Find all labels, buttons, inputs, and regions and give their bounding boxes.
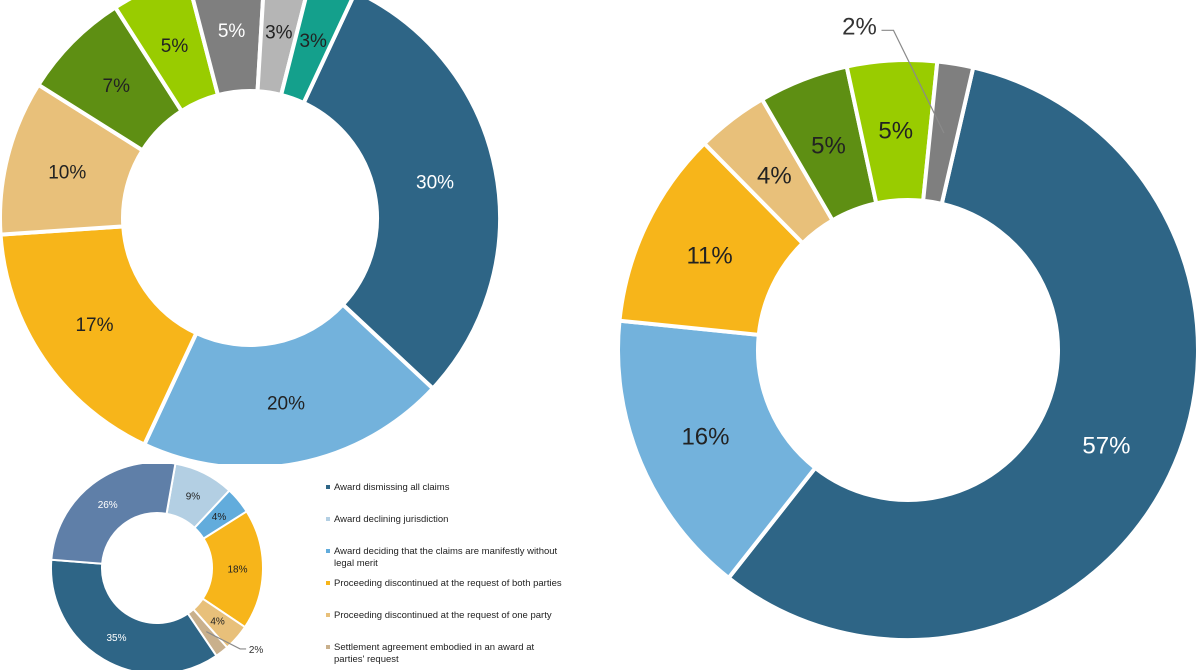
legend-marker [326, 549, 330, 553]
donut-slice [725, 65, 1200, 642]
slice-label: 18% [227, 565, 247, 576]
slice-label: 3% [265, 22, 293, 43]
legend-label: Proceeding discontinued at the request o… [334, 610, 552, 621]
legend-label: Proceeding discontinued at the request o… [334, 578, 562, 589]
donut-slice [0, 224, 199, 448]
slice-label: 16% [681, 423, 729, 450]
legend-label: Award deciding that the claims are manif… [334, 546, 558, 569]
legend-marker [326, 517, 330, 521]
legend-item: Settlement agreement embodied in an awar… [326, 642, 566, 665]
slice-label: 4% [212, 512, 227, 523]
slice-label: 2% [249, 645, 264, 656]
donut-slice [50, 558, 218, 670]
slice-label: 5% [161, 36, 189, 57]
slice-label: 3% [299, 31, 327, 52]
slice-label: 35% [106, 633, 126, 644]
slice-label: 4% [757, 163, 792, 190]
legend-item: Award dismissing all claims [326, 482, 449, 494]
donut-slice [301, 0, 502, 392]
slice-label: 17% [75, 315, 113, 336]
slice-label: 5% [218, 21, 246, 42]
donut-chart-2: 57% 16% 11% 4% 5% 5% 2% [616, 13, 1200, 642]
legend-item: Award declining jurisdiction [326, 514, 448, 526]
legend-label: Award dismissing all claims [334, 482, 450, 493]
legend-label: Award declining jurisdiction [334, 514, 449, 525]
legend-label: Settlement agreement embodied in an awar… [334, 642, 535, 665]
legend-item: Proceeding discontinued at the request o… [326, 578, 562, 590]
slice-label: 5% [878, 118, 913, 145]
slice-label: 9% [186, 491, 201, 502]
donut-slice [50, 464, 177, 565]
legend-marker [326, 485, 330, 489]
donut-slice [616, 318, 819, 581]
legend-item: Award deciding that the claims are manif… [326, 546, 566, 569]
slice-label: 20% [267, 394, 305, 415]
slice-label: 2% [842, 13, 877, 40]
legend-marker [326, 645, 330, 649]
donut-slice [141, 301, 436, 464]
slice-label: 30% [416, 173, 454, 194]
donut-slice [278, 0, 354, 106]
slice-label: 26% [98, 500, 118, 511]
legend-item: Proceeding discontinued at the request o… [326, 610, 552, 622]
legend-marker [326, 581, 330, 585]
donut-chart-1: 30% 20% 17% 10% 7% 5% 5% 3% 3% [0, 0, 502, 464]
leader-line [206, 631, 247, 650]
donut-chart-3: 9% 4% 18% 4% 2% 35% 26% [50, 464, 264, 670]
slice-label: 11% [686, 242, 732, 269]
slice-label: 5% [811, 132, 846, 159]
slice-label: 4% [210, 617, 225, 628]
leader-line [881, 29, 945, 134]
slice-label: 57% [1082, 432, 1130, 459]
legend-marker [326, 613, 330, 617]
slice-label: 7% [103, 76, 131, 97]
slice-label: 10% [48, 162, 86, 183]
donut-slice [920, 59, 976, 207]
